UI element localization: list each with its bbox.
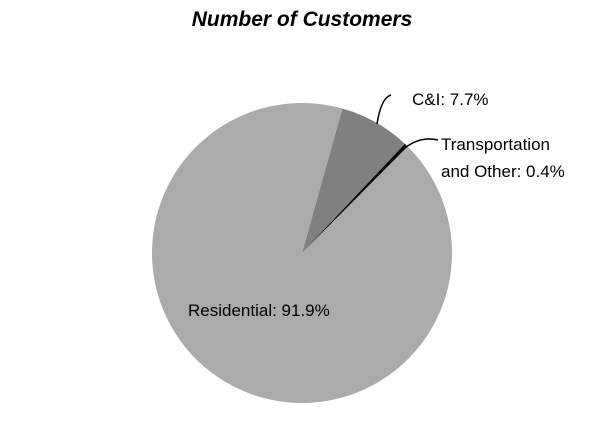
pie-slice bbox=[151, 102, 452, 404]
leader-line bbox=[376, 94, 392, 125]
pie-slice bbox=[302, 143, 408, 253]
chart-title: Number of Customers bbox=[191, 8, 413, 31]
data-label: Residential: 91.9% bbox=[188, 301, 330, 320]
leader-line bbox=[404, 138, 439, 149]
data-label: C&I: 7.7% bbox=[412, 90, 489, 109]
pie-slice bbox=[302, 108, 405, 254]
data-label: Transportation and Other: 0.4% bbox=[441, 135, 565, 181]
